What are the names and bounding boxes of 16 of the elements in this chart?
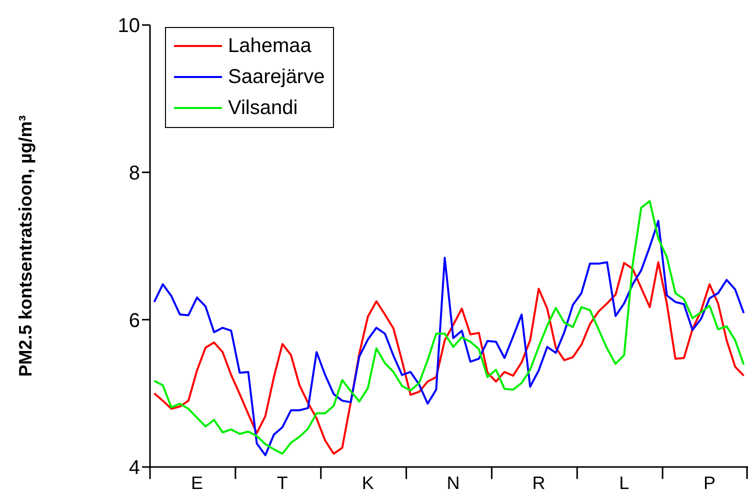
y-tick-label: 4	[128, 457, 140, 480]
line-series	[153, 261, 745, 455]
x-tick-label: P	[704, 473, 716, 493]
legend-label: Vilsandi	[228, 96, 298, 120]
x-tick-label: K	[362, 473, 374, 493]
y-axis-title: PM2.5 kontsentratsioon, µg/m³	[15, 115, 36, 377]
y-tick-label: 10	[118, 15, 140, 38]
x-tick-label: N	[446, 473, 460, 493]
y-tick-label: 6	[128, 310, 140, 332]
x-tick-label: L	[619, 473, 630, 493]
y-tick-label: 8	[128, 162, 140, 184]
x-tick-label: T	[276, 473, 288, 493]
x-tick-label: E	[190, 473, 203, 493]
legend-label: Lahemaa	[228, 34, 312, 58]
legend-label: Saarejärve	[228, 64, 325, 90]
x-tick-label: R	[532, 473, 546, 493]
